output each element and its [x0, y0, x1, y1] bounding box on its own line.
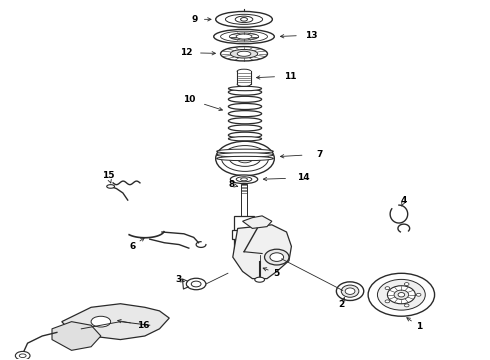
Text: 3: 3 — [175, 275, 181, 284]
Text: 8: 8 — [228, 180, 234, 189]
Ellipse shape — [416, 293, 421, 296]
Text: 7: 7 — [317, 150, 323, 159]
Ellipse shape — [236, 34, 252, 39]
Ellipse shape — [368, 273, 435, 316]
Ellipse shape — [228, 132, 262, 138]
Ellipse shape — [221, 145, 269, 171]
Ellipse shape — [237, 154, 253, 163]
Ellipse shape — [398, 293, 405, 297]
Ellipse shape — [214, 30, 274, 44]
Ellipse shape — [241, 178, 247, 181]
Text: 10: 10 — [183, 95, 195, 104]
Ellipse shape — [270, 253, 284, 261]
Polygon shape — [241, 184, 247, 216]
Ellipse shape — [216, 141, 274, 176]
Ellipse shape — [255, 277, 265, 282]
Ellipse shape — [228, 111, 262, 117]
Ellipse shape — [15, 351, 30, 360]
Ellipse shape — [217, 153, 273, 157]
Polygon shape — [232, 230, 256, 239]
Ellipse shape — [228, 89, 262, 95]
Ellipse shape — [217, 149, 273, 153]
Ellipse shape — [345, 288, 355, 294]
Text: 5: 5 — [273, 269, 280, 278]
Ellipse shape — [236, 177, 252, 182]
Ellipse shape — [385, 287, 390, 290]
Ellipse shape — [228, 125, 262, 131]
Text: 4: 4 — [401, 196, 407, 205]
Ellipse shape — [191, 281, 201, 287]
Ellipse shape — [336, 282, 364, 301]
Ellipse shape — [186, 278, 206, 290]
Text: 15: 15 — [102, 171, 115, 180]
Ellipse shape — [229, 33, 259, 40]
Text: 14: 14 — [297, 174, 310, 183]
Text: 2: 2 — [339, 300, 345, 309]
Ellipse shape — [228, 103, 262, 109]
Ellipse shape — [220, 46, 268, 61]
Text: 9: 9 — [192, 15, 198, 24]
Ellipse shape — [341, 285, 359, 297]
Ellipse shape — [404, 283, 409, 285]
Ellipse shape — [228, 86, 262, 91]
Text: 6: 6 — [129, 242, 136, 251]
Ellipse shape — [229, 150, 261, 166]
Ellipse shape — [19, 354, 26, 357]
Text: 1: 1 — [416, 322, 422, 331]
Polygon shape — [52, 321, 101, 350]
Ellipse shape — [377, 279, 425, 310]
Ellipse shape — [91, 316, 111, 327]
Ellipse shape — [228, 136, 262, 141]
Polygon shape — [234, 216, 254, 252]
Ellipse shape — [394, 290, 409, 300]
Ellipse shape — [241, 18, 247, 21]
Polygon shape — [243, 216, 272, 228]
Ellipse shape — [237, 51, 251, 56]
Ellipse shape — [385, 300, 390, 303]
Polygon shape — [62, 304, 169, 339]
Ellipse shape — [107, 185, 115, 188]
Text: 11: 11 — [284, 72, 296, 81]
Ellipse shape — [230, 49, 258, 58]
Text: 16: 16 — [137, 321, 149, 330]
Ellipse shape — [237, 69, 251, 73]
Polygon shape — [237, 71, 251, 84]
Ellipse shape — [217, 156, 273, 161]
Ellipse shape — [404, 304, 409, 307]
Ellipse shape — [228, 118, 262, 124]
Ellipse shape — [265, 249, 289, 265]
Ellipse shape — [230, 175, 258, 184]
Ellipse shape — [216, 12, 272, 27]
Ellipse shape — [237, 82, 251, 86]
Ellipse shape — [225, 14, 263, 24]
Ellipse shape — [220, 31, 268, 42]
Ellipse shape — [388, 286, 416, 304]
Polygon shape — [233, 225, 292, 279]
Text: 12: 12 — [180, 48, 193, 57]
Ellipse shape — [228, 96, 262, 102]
Text: 13: 13 — [305, 31, 317, 40]
Ellipse shape — [235, 16, 253, 23]
